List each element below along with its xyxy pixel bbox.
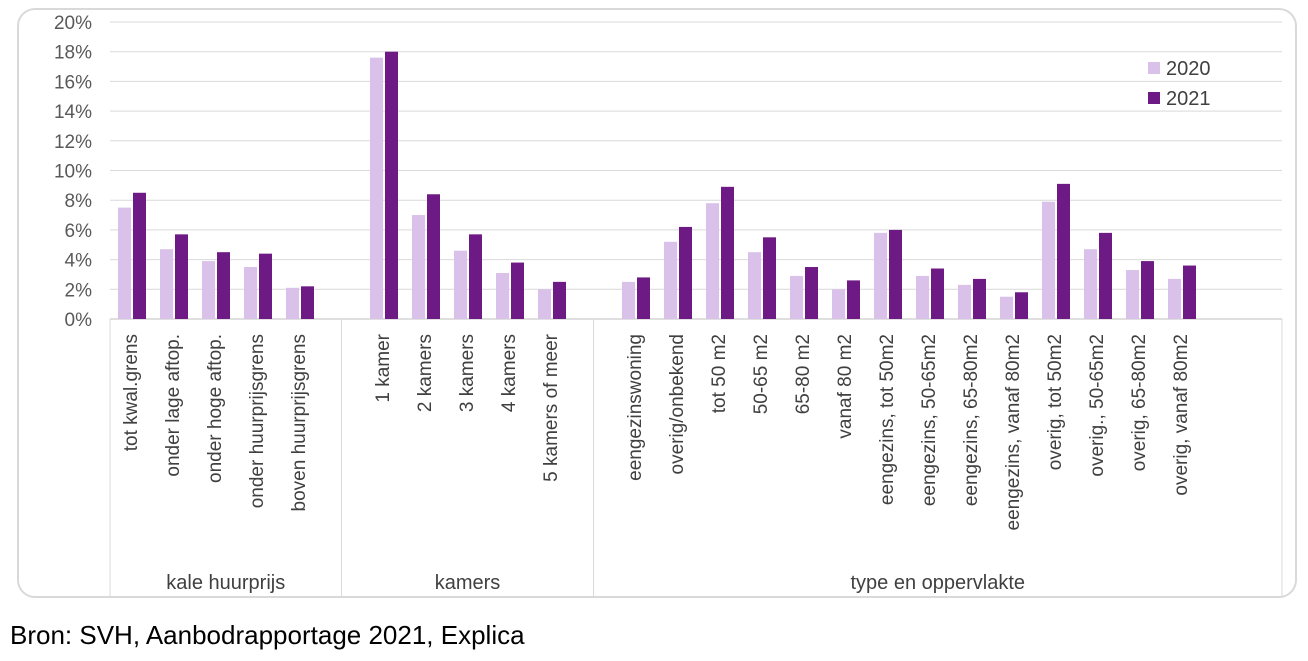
group-label: kale huurprijs	[166, 572, 285, 594]
bar-2020-22	[1126, 269, 1139, 319]
bar-2021-3	[259, 253, 272, 319]
bar-2020-7	[454, 250, 467, 319]
bar-2020-18	[958, 284, 971, 319]
bar-2021-12	[721, 186, 734, 319]
bar-2021-20	[1057, 183, 1070, 319]
y-tick-label: 0%	[65, 310, 93, 331]
y-tick-label: 10%	[54, 162, 92, 183]
bar-2021-7	[469, 234, 482, 319]
bar-chart: 0% 2% 4% 6% 8% 10% 12% 14% 16% 18% 20% tot kwal.gre…	[54, 13, 1283, 598]
bar-2021-10	[637, 277, 650, 319]
x-category-label: 65-80 m2	[793, 334, 814, 414]
x-category-label: overig, 65-80m2	[1129, 334, 1150, 471]
bar-2021-18	[973, 278, 986, 319]
bar-2020-14	[790, 275, 803, 319]
bar-2020-4	[286, 287, 299, 319]
x-category-label: overig, tot 50m2	[1045, 334, 1066, 470]
x-category-label: 3 kamers	[457, 334, 478, 412]
x-category-label: eengezins, 65-80m2	[961, 334, 982, 506]
source-note: Bron: SVH, Aanbodrapportage 2021, Explic…	[10, 620, 525, 650]
x-category-label: 50-65 m2	[751, 334, 772, 414]
x-category-label: tot kwal.grens	[121, 334, 142, 451]
bar-2021-9	[553, 281, 566, 319]
chart-frame	[17, 8, 1297, 598]
y-tick-label: 6%	[65, 221, 93, 242]
x-category-label: 5 kamers of meer	[541, 333, 562, 481]
x-category-label: onder lage aftop.	[163, 334, 184, 477]
bar-2021-2	[217, 252, 230, 319]
bar-2020-13	[748, 252, 761, 319]
bar-2020-3	[244, 267, 257, 319]
x-category-label: overig/onbekend	[667, 334, 688, 475]
x-category-label: 4 kamers	[499, 334, 520, 412]
legend-label-2020: 2020	[1166, 58, 1211, 80]
bar-2021-22	[1141, 261, 1154, 319]
group-label: type en oppervlakte	[850, 572, 1025, 594]
bar-2020-0	[118, 207, 131, 319]
x-category-label: eengezinswoning	[625, 334, 646, 481]
bar-2021-4	[301, 286, 314, 319]
x-category-label: 1 kamer	[373, 333, 394, 402]
bar-2020-12	[706, 203, 719, 319]
bar-2020-17	[916, 275, 929, 319]
bar-2020-23	[1168, 278, 1181, 319]
legend-swatch-2021	[1148, 92, 1160, 104]
bar-2021-1	[175, 234, 188, 319]
bar-2020-21	[1084, 249, 1097, 319]
bar-2020-2	[202, 261, 215, 319]
legend-swatch-2020	[1148, 62, 1160, 74]
legend-label-2021: 2021	[1166, 88, 1211, 110]
y-tick-label: 16%	[54, 72, 92, 93]
y-tick-label: 2%	[65, 280, 93, 301]
x-category-label: overig, vanaf 80m2	[1171, 334, 1192, 496]
y-tick-label: 18%	[54, 43, 92, 64]
bar-2021-14	[805, 267, 818, 319]
bar-2020-16	[874, 232, 887, 319]
bar-2021-16	[889, 229, 902, 319]
bar-2021-21	[1099, 232, 1112, 319]
bar-2020-10	[622, 281, 635, 319]
bar-2021-5	[385, 51, 398, 319]
bar-2020-1	[160, 249, 173, 319]
x-category-label: eengezins, vanaf 80m2	[1003, 334, 1024, 530]
bar-2021-11	[679, 226, 692, 319]
bar-2021-15	[847, 280, 860, 319]
bar-2020-19	[1000, 296, 1013, 319]
bar-2020-11	[664, 241, 677, 319]
x-category-label: boven huurprijsgrens	[289, 334, 310, 511]
bar-2020-9	[538, 289, 551, 319]
bar-2020-8	[496, 272, 509, 319]
bar-2021-19	[1015, 292, 1028, 319]
x-category-label: overig., 50-65m2	[1087, 334, 1108, 477]
x-category-label: onder huurprijsgrens	[247, 334, 268, 508]
x-category-label: 2 kamers	[415, 334, 436, 412]
bar-2020-15	[832, 289, 845, 319]
bar-2021-6	[427, 194, 440, 319]
y-tick-label: 20%	[54, 13, 92, 34]
bar-2020-6	[412, 215, 425, 319]
group-label: kamers	[435, 572, 501, 594]
x-category-label: eengezins, tot 50m2	[877, 334, 898, 505]
bar-2021-23	[1183, 265, 1196, 319]
y-tick-label: 12%	[54, 132, 92, 153]
x-category-label: tot 50 m2	[709, 334, 730, 413]
bar-2021-0	[133, 192, 146, 319]
bar-2021-13	[763, 237, 776, 319]
y-tick-label: 4%	[65, 251, 93, 272]
x-category-label: vanaf 80 m2	[835, 334, 856, 439]
y-tick-label: 8%	[65, 191, 93, 212]
x-category-label: eengezins, 50-65m2	[919, 334, 940, 506]
bar-2021-17	[931, 268, 944, 319]
bar-2021-8	[511, 262, 524, 319]
x-category-label: onder hoge aftop.	[205, 334, 226, 483]
y-tick-label: 14%	[54, 102, 92, 123]
bar-2020-20	[1042, 201, 1055, 319]
bar-2020-5	[370, 57, 383, 319]
